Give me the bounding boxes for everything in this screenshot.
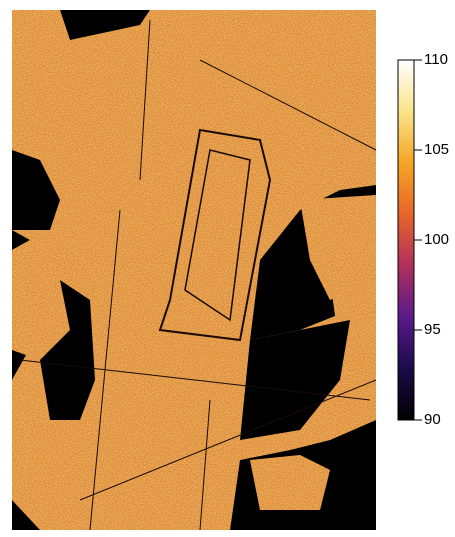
figure: 90 95 100 105 110 bbox=[0, 0, 455, 537]
image bbox=[12, 10, 376, 530]
colorbar: 90 95 100 105 110 bbox=[398, 51, 449, 428]
tick-label: 95 bbox=[424, 321, 441, 338]
tick-label: 110 bbox=[424, 51, 448, 68]
tick-label: 100 bbox=[424, 231, 449, 248]
colorbar-gradient bbox=[398, 60, 414, 420]
tick-label: 105 bbox=[424, 141, 449, 158]
tick-label: 90 bbox=[424, 411, 441, 428]
